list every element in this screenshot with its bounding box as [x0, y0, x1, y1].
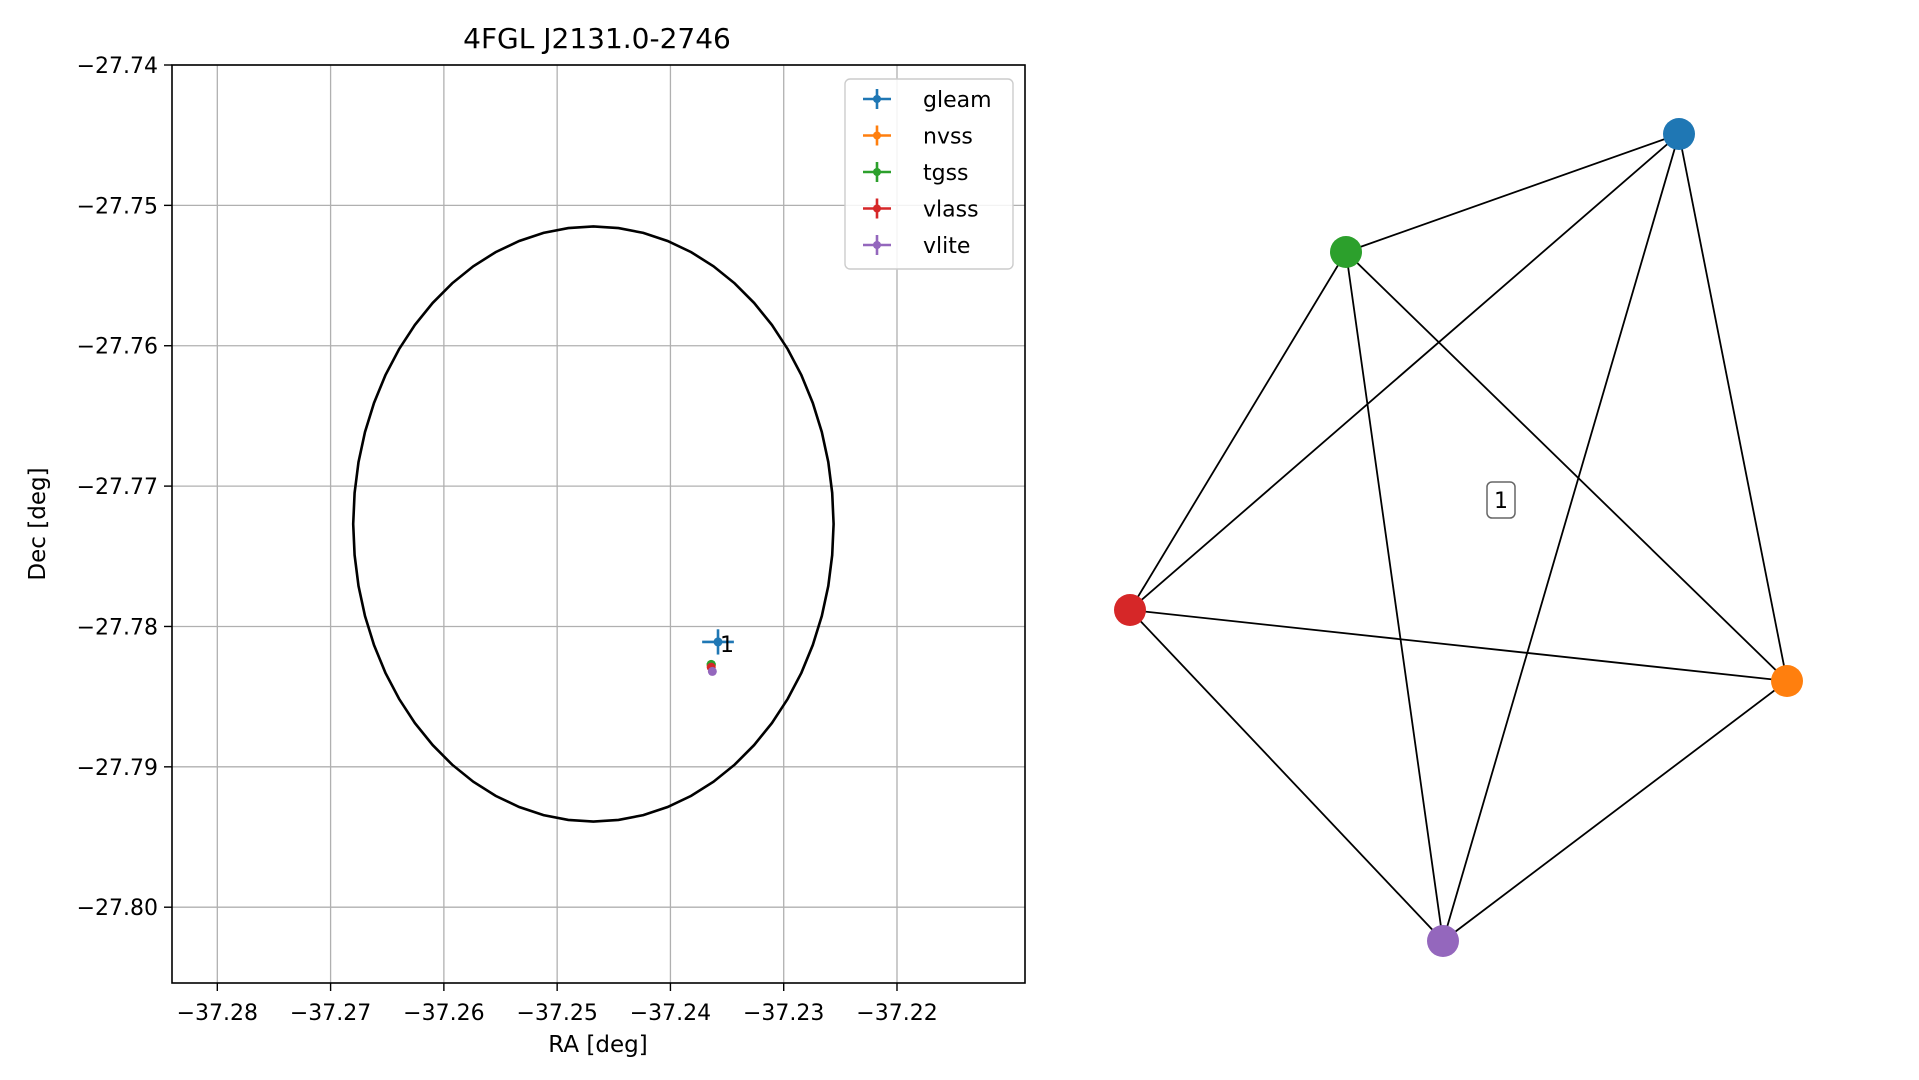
- circle-outline: [351, 225, 835, 823]
- y-tick-label: −27.77: [77, 475, 158, 500]
- legend: gleam nvss tgss vlass vlite: [844, 78, 1014, 270]
- edge-tgss-vlite: [1345, 251, 1444, 942]
- x-tick-label: −37.22: [856, 1001, 937, 1026]
- legend-label: gleam: [923, 88, 992, 113]
- network-edges: [1129, 133, 1788, 942]
- node-vlass: [1114, 594, 1146, 626]
- cluster-label-frame: [1486, 481, 1516, 519]
- legend-label: tgss: [923, 161, 969, 186]
- network-nodes: [1114, 118, 1803, 957]
- network-panel: 1: [1114, 118, 1803, 957]
- y-axis-ticks: −27.74 −27.75 −27.76 −27.77 −27.78 −27.79 −27.…: [77, 54, 172, 921]
- plot-frame: [171, 64, 1026, 984]
- legend-marker: [873, 168, 881, 176]
- node-nvss: [1771, 665, 1803, 697]
- localization-circle: [351, 225, 835, 823]
- legend-marker: [873, 131, 881, 140]
- chart-title: 4FGL J2131.0-2746: [463, 22, 731, 55]
- data-points: 1: [702, 629, 734, 676]
- x-axis-ticks: −37.28 −37.27 −37.26 −37.25 −37.24 −37.23 −37.…: [177, 983, 938, 1026]
- node-gleam: [1663, 118, 1695, 150]
- y-tick-label: −27.76: [77, 335, 158, 360]
- point-vlite: [707, 666, 717, 676]
- edge-vlass-vlite: [1129, 609, 1444, 942]
- legend-marker: [873, 204, 881, 213]
- cluster-label-box: 1: [1486, 481, 1516, 519]
- point-label: 1: [720, 633, 734, 658]
- node-tgss: [1330, 236, 1362, 268]
- point-gleam: 1: [702, 629, 734, 658]
- y-tick-label: −27.78: [77, 615, 158, 640]
- edge-gleam-tgss: [1345, 133, 1680, 253]
- x-tick-label: −37.25: [516, 1001, 597, 1026]
- node-vlite: [1427, 925, 1459, 957]
- edge-gleam-vlass: [1129, 133, 1680, 611]
- legend-label: vlass: [923, 198, 979, 223]
- legend-label: nvss: [923, 125, 973, 150]
- y-tick-label: −27.74: [77, 54, 158, 79]
- legend-entry-nvss: nvss: [863, 125, 973, 150]
- x-axis-label: RA [deg]: [548, 1032, 647, 1058]
- sky-plot-panel: 4FGL J2131.0-2746 1 −37.28 −37.27 −37.26 −3…: [25, 22, 1026, 1058]
- y-tick-label: −27.79: [77, 756, 158, 781]
- x-tick-label: −37.26: [403, 1001, 484, 1026]
- y-axis-label: Dec [deg]: [25, 467, 51, 580]
- legend-frame: [844, 78, 1014, 270]
- legend-entry-vlass: vlass: [863, 198, 979, 223]
- marker: [713, 637, 723, 647]
- x-tick-label: −37.28: [177, 1001, 258, 1026]
- legend-entry-gleam: gleam: [863, 88, 992, 113]
- x-tick-label: −37.24: [630, 1001, 711, 1026]
- legend-entry-vlite: vlite: [863, 234, 970, 259]
- edge-vlass-nvss: [1129, 609, 1788, 682]
- edge-gleam-vlite: [1442, 133, 1680, 942]
- legend-marker: [873, 95, 881, 103]
- cluster-label-text: 1: [1494, 489, 1508, 514]
- legend-label: vlite: [923, 234, 970, 259]
- legend-marker: [873, 241, 881, 249]
- edge-gleam-nvss: [1678, 133, 1788, 682]
- edge-tgss-nvss: [1345, 251, 1788, 682]
- y-tick-label: −27.80: [77, 896, 158, 921]
- marker: [707, 666, 717, 676]
- x-tick-label: −37.23: [743, 1001, 824, 1026]
- edge-tgss-vlass: [1129, 251, 1347, 611]
- y-tick-label: −27.75: [77, 194, 158, 219]
- edge-nvss-vlite: [1442, 680, 1788, 942]
- x-tick-label: −37.27: [290, 1001, 371, 1026]
- grid: [172, 64, 1025, 983]
- legend-entry-tgss: tgss: [863, 161, 969, 186]
